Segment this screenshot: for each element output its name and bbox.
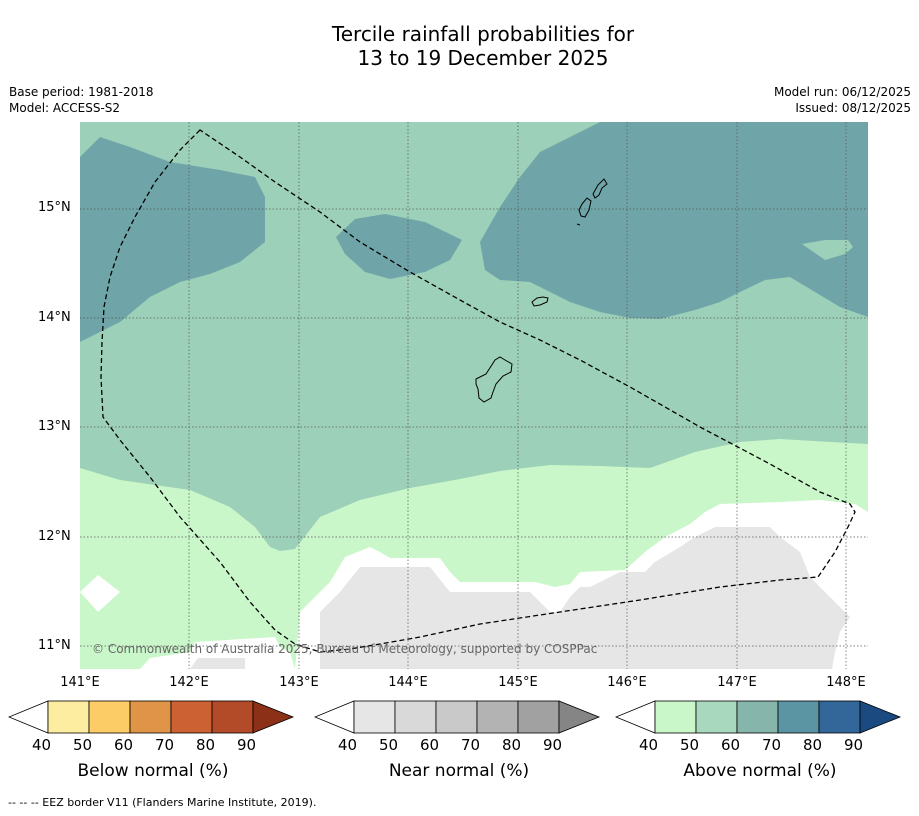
cb1-tick-40: 40 bbox=[338, 736, 358, 754]
colorbar-above-title: Above normal (%) bbox=[683, 761, 837, 781]
map-svg: © Commonwealth of Australia 2025, Bureau… bbox=[80, 122, 868, 669]
islands bbox=[475, 178, 608, 403]
cb0-tick-60: 60 bbox=[114, 736, 134, 754]
zone-above-70-center bbox=[336, 214, 462, 279]
colorbar-above bbox=[614, 700, 905, 780]
guam-island bbox=[475, 356, 513, 403]
colorbar-near-title: Near normal (%) bbox=[388, 761, 530, 781]
zone-above-60-patch bbox=[802, 240, 853, 260]
lon-tick-141: 141°E bbox=[60, 675, 100, 690]
colorbar-segment bbox=[654, 700, 697, 734]
cb0-tick-40: 40 bbox=[32, 736, 52, 754]
colorbar-left-arrow bbox=[313, 700, 355, 734]
lon-tick-147: 147°E bbox=[717, 675, 757, 690]
colorbar-left-arrow bbox=[7, 700, 49, 734]
lon-tick-146: 146°E bbox=[607, 675, 647, 690]
colorbar-segment bbox=[129, 700, 172, 734]
cb1-tick-80: 80 bbox=[502, 736, 522, 754]
lon-tick-143: 143°E bbox=[279, 675, 319, 690]
cb2-tick-70: 70 bbox=[762, 736, 782, 754]
copyright-text: © Commonwealth of Australia 2025, Bureau… bbox=[92, 642, 597, 656]
lon-tick-148: 148°E bbox=[826, 675, 866, 690]
cb0-tick-50: 50 bbox=[73, 736, 93, 754]
colorbar-segment bbox=[435, 700, 478, 734]
cb1-tick-50: 50 bbox=[379, 736, 399, 754]
colorbar-segment bbox=[353, 700, 396, 734]
rota-island bbox=[531, 296, 549, 307]
colorbar-below-title: Below normal (%) bbox=[77, 761, 229, 781]
title-line-1: Tercile rainfall probabilities for bbox=[331, 22, 635, 46]
colorbar-left-arrow bbox=[614, 700, 656, 734]
colorbar-near-swatches bbox=[313, 700, 601, 734]
model-name: Model: ACCESS-S2 bbox=[9, 101, 121, 115]
graticule bbox=[80, 122, 868, 669]
eez-border bbox=[100, 129, 856, 653]
lon-tick-145: 145°E bbox=[498, 675, 538, 690]
zone-no-signal-west bbox=[80, 575, 120, 612]
base-period: Base period: 1981-2018 bbox=[9, 85, 154, 99]
zone-above-70-east bbox=[480, 122, 868, 319]
meta-left: Base period: 1981-2018 Model: ACCESS-S2 bbox=[9, 84, 154, 116]
colorbar-segment bbox=[736, 700, 779, 734]
lon-tick-142: 142°E bbox=[169, 675, 209, 690]
cb0-tick-90: 90 bbox=[237, 736, 257, 754]
colorbar-segment bbox=[476, 700, 519, 734]
tinian-island bbox=[578, 197, 592, 218]
zone-near-40-west bbox=[190, 658, 245, 669]
colorbar-near bbox=[313, 700, 604, 780]
colorbar-segment bbox=[394, 700, 437, 734]
cb2-tick-90: 90 bbox=[844, 736, 864, 754]
cb1-tick-60: 60 bbox=[420, 736, 440, 754]
colorbar-segment bbox=[211, 700, 254, 734]
cb2-tick-80: 80 bbox=[803, 736, 823, 754]
aguijan-island bbox=[576, 223, 581, 226]
lat-tick-15: 15°N bbox=[38, 200, 71, 215]
colorbar-right-arrow bbox=[558, 700, 601, 734]
map-panel: © Commonwealth of Australia 2025, Bureau… bbox=[80, 122, 868, 669]
colorbar-above-swatches bbox=[614, 700, 902, 734]
colorbar-right-arrow bbox=[252, 700, 295, 734]
colorbar-segment bbox=[88, 700, 131, 734]
saipan-island bbox=[592, 178, 608, 199]
zone-above-70-west bbox=[80, 137, 265, 342]
colorbar-segment bbox=[47, 700, 90, 734]
cb1-tick-90: 90 bbox=[543, 736, 563, 754]
cb2-tick-40: 40 bbox=[639, 736, 659, 754]
meta-right: Model run: 06/12/2025 Issued: 08/12/2025 bbox=[661, 84, 911, 116]
lat-tick-11: 11°N bbox=[38, 638, 71, 653]
lat-tick-13: 13°N bbox=[38, 419, 71, 434]
colorbar-segment bbox=[695, 700, 738, 734]
issued-date: Issued: 08/12/2025 bbox=[795, 101, 911, 115]
colorbar-segment bbox=[517, 700, 560, 734]
model-run: Model run: 06/12/2025 bbox=[773, 85, 911, 99]
cb2-tick-60: 60 bbox=[721, 736, 741, 754]
cb2-tick-50: 50 bbox=[680, 736, 700, 754]
colorbar-below-swatches bbox=[7, 700, 295, 734]
colorbar-segment bbox=[170, 700, 213, 734]
colorbar-below bbox=[7, 700, 298, 780]
lat-tick-12: 12°N bbox=[38, 529, 71, 544]
eez-footnote: -- -- -- EEZ border V11 (Flanders Marine… bbox=[8, 796, 317, 809]
colorbar-segment bbox=[777, 700, 820, 734]
cb0-tick-70: 70 bbox=[155, 736, 175, 754]
lon-tick-144: 144°E bbox=[388, 675, 428, 690]
title-line-2: 13 to 19 December 2025 bbox=[357, 46, 609, 70]
lat-tick-14: 14°N bbox=[38, 310, 71, 325]
zone-near-40 bbox=[320, 527, 850, 669]
colorbar-segment bbox=[818, 700, 861, 734]
cb0-tick-80: 80 bbox=[196, 736, 216, 754]
map-title: Tercile rainfall probabilities for 13 to… bbox=[0, 22, 919, 70]
colorbar-right-arrow bbox=[859, 700, 902, 734]
cb1-tick-70: 70 bbox=[461, 736, 481, 754]
zone-no-signal-southwest bbox=[140, 637, 295, 669]
